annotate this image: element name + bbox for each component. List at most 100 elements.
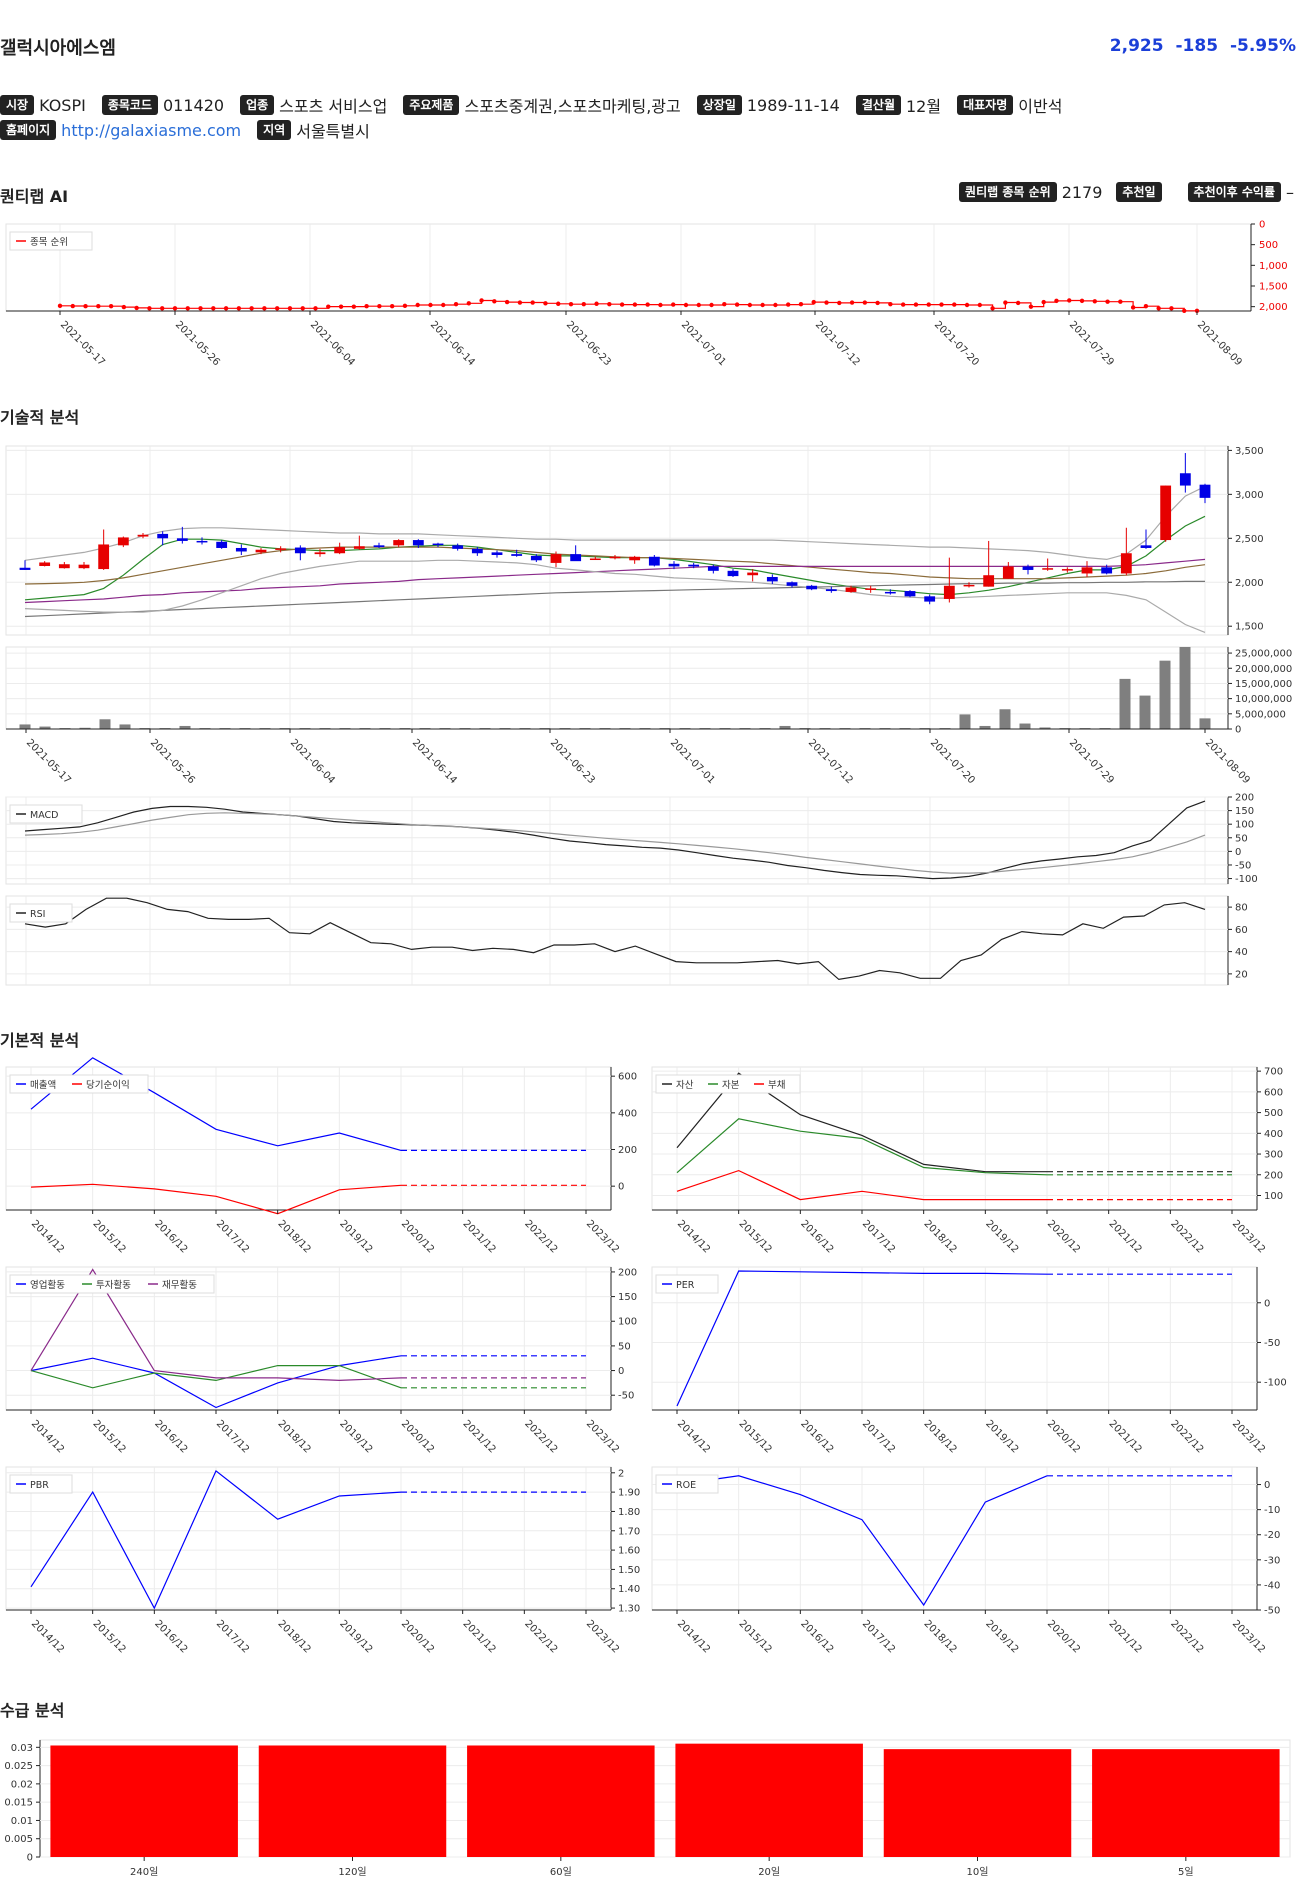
candle-body <box>1120 553 1132 574</box>
volume-bar <box>959 714 971 729</box>
supply-bar <box>1092 1749 1280 1857</box>
cashflow-series-투자활동 <box>30 1364 402 1389</box>
rank-point <box>338 304 344 309</box>
rank-point <box>364 304 369 309</box>
rank-point <box>568 301 574 307</box>
rank-point <box>722 301 727 307</box>
rank-point <box>747 302 753 308</box>
pbr-x-tick-label: 2018/12 <box>276 1618 313 1655</box>
per-x-tick-label: 2020/12 <box>1045 1418 1082 1455</box>
pbr-series-PBR <box>30 1469 402 1610</box>
rank-point <box>1194 308 1200 313</box>
cashflow-y-tick-label: 0 <box>618 1366 624 1377</box>
sales-legend-label: 당기순이익 <box>86 1079 130 1091</box>
info-tag-sector: 업종 <box>240 95 275 115</box>
supply-y-tick-label: 0.005 <box>4 1834 33 1845</box>
sales-x-tick-label: 2023/12 <box>584 1218 621 1255</box>
rank-point <box>160 306 165 311</box>
volume-x-tick-label: 2021-07-01 <box>668 737 717 786</box>
macd-y-tick-label: 50 <box>1235 833 1248 844</box>
rsi-legend-box <box>9 903 73 923</box>
sales-x-tick-label: 2015/12 <box>91 1218 128 1255</box>
candle-body <box>983 575 995 587</box>
rank-legend-box <box>9 231 93 251</box>
rank-point <box>57 303 63 309</box>
candle-body <box>353 546 365 549</box>
rank-point <box>926 302 931 307</box>
volume-y-tick-label: 25,000,000 <box>1235 649 1292 660</box>
pbr-legend-box <box>9 1474 73 1494</box>
balance-series-부채 <box>676 1169 1047 1201</box>
candle-body <box>1022 566 1034 570</box>
volume-bar <box>1199 718 1211 729</box>
rank-point <box>236 306 242 311</box>
info-val-region: 서울특별시 <box>296 122 370 141</box>
rank-point <box>581 301 586 307</box>
per-y-tick-label: 0 <box>1264 1298 1270 1309</box>
rank-x-tick-label: 2021-05-26 <box>173 319 222 368</box>
rsi-y-tick-label: 40 <box>1235 947 1248 958</box>
candle-body <box>117 537 129 546</box>
rank-point <box>504 299 510 305</box>
candle-body <box>904 591 916 597</box>
rank-point <box>492 299 497 304</box>
candle-body <box>1199 484 1211 498</box>
volume-x-tick-label: 2021-07-20 <box>928 737 977 786</box>
roe-y-tick-label: -40 <box>1264 1580 1280 1591</box>
rank-point <box>262 306 267 311</box>
rank-point <box>773 302 778 308</box>
rank-x-tick-label: 2021-06-04 <box>308 319 357 368</box>
rank-point <box>415 302 420 308</box>
roe-y-tick-label: -50 <box>1264 1606 1280 1617</box>
candle-body <box>1081 567 1093 574</box>
rank-tag: 퀀티랩 종목 순위 <box>959 182 1057 202</box>
info-tag-listing-date: 상장일 <box>696 95 742 115</box>
rec-date-tag: 추천일 <box>1116 182 1162 202</box>
volume-x-tick-label: 2021-07-29 <box>1067 737 1116 786</box>
rank-point <box>1105 299 1110 304</box>
per-x-tick-label: 2014/12 <box>675 1418 712 1455</box>
candle-body <box>491 552 503 556</box>
homepage-link[interactable]: http://galaxiasme.com <box>61 120 242 140</box>
balance-y-tick-label: 500 <box>1264 1108 1283 1119</box>
candle-body <box>334 547 346 554</box>
rank-point <box>952 302 957 307</box>
rank-point <box>517 300 523 305</box>
balance-series-자산 <box>676 1072 1047 1173</box>
candle-body <box>825 589 837 592</box>
candle-body <box>19 567 31 570</box>
macd-y-tick-label: 100 <box>1235 820 1254 831</box>
candle-body <box>137 534 149 537</box>
candle-body <box>1140 545 1152 548</box>
pbr-y-tick-label: 1.90 <box>618 1488 640 1499</box>
rank-point <box>900 302 906 307</box>
rank-point <box>479 298 484 303</box>
supply-x-tick-label: 20일 <box>758 1866 780 1878</box>
candle-body <box>393 540 405 546</box>
volume-bar <box>119 724 131 729</box>
sales-x-tick-label: 2019/12 <box>337 1218 374 1255</box>
volume-bar <box>1159 660 1171 729</box>
roe-x-tick-label: 2021/12 <box>1107 1618 1144 1655</box>
rank-point <box>939 302 944 307</box>
sales-x-tick-label: 2017/12 <box>214 1218 251 1255</box>
pbr-y-tick-label: 1.50 <box>618 1565 640 1576</box>
price-overlay-bb_upper <box>24 485 1206 561</box>
sales-series-당기순이익 <box>30 1183 402 1215</box>
rank-point <box>351 304 357 309</box>
rank-point <box>121 304 127 310</box>
rank-point <box>453 301 459 307</box>
rank-point <box>977 302 983 308</box>
candle-body <box>924 596 936 602</box>
candle-body <box>275 548 287 550</box>
rec-return-value: – <box>1286 182 1294 202</box>
candle-body <box>1061 569 1073 571</box>
candle-body <box>176 538 188 541</box>
pbr-y-tick-label: 1.70 <box>618 1526 640 1537</box>
price-y-tick-label: 3,000 <box>1235 490 1264 501</box>
rank-point <box>96 304 101 309</box>
volume-bar <box>19 724 31 729</box>
rsi-series-RSI <box>24 897 1206 981</box>
candle-body <box>314 552 326 555</box>
